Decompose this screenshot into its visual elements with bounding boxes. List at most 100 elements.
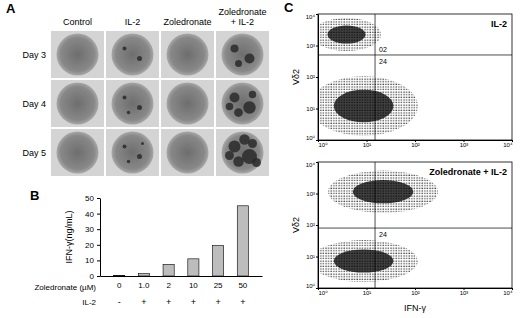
tick-label: 10³ <box>460 290 469 296</box>
cell-cluster <box>137 154 142 159</box>
cell-pellet <box>112 34 154 76</box>
tick-label: 10¹ <box>306 106 315 112</box>
bar <box>138 274 149 276</box>
tick-mark <box>316 140 318 141</box>
tick: 10³ <box>460 140 469 148</box>
tick-label: 10⁴ <box>503 142 513 148</box>
cell-cluster <box>127 160 131 164</box>
cell-cluster <box>234 108 243 117</box>
image-ground <box>51 129 104 176</box>
tick: 10⁰ <box>306 135 318 141</box>
cell-cluster <box>137 105 142 110</box>
tick-label: 10³ <box>306 191 315 197</box>
tick: 10 <box>85 256 100 265</box>
tick-label: 10¹ <box>363 290 372 296</box>
cell-cluster <box>123 47 127 51</box>
tick-mark <box>97 245 100 246</box>
quadrant-label: 24 <box>379 231 387 238</box>
image-ground <box>216 129 269 176</box>
micrograph <box>106 31 159 78</box>
axis-line <box>101 276 263 277</box>
tick: 10¹ <box>306 106 318 112</box>
tick-label: 10² <box>411 142 420 148</box>
axis-line <box>318 15 319 141</box>
micrograph <box>216 129 269 176</box>
micrograph <box>51 31 104 78</box>
cell-cluster <box>226 103 234 111</box>
cell-cluster <box>225 151 234 160</box>
tick: 10⁴ <box>503 288 513 296</box>
cell-cluster <box>233 156 244 167</box>
tick: 10³ <box>460 288 469 296</box>
tick-mark <box>316 14 318 15</box>
tick-mark <box>97 198 100 199</box>
cell-cloud <box>318 240 418 282</box>
cell-cluster <box>231 45 239 53</box>
tick-label: 10⁴ <box>503 290 513 296</box>
tick-mark <box>316 288 318 289</box>
tick: 50 <box>85 194 100 203</box>
tick-label: 10³ <box>306 43 315 49</box>
dot-plot <box>318 162 512 288</box>
tick: 10⁴ <box>306 162 318 168</box>
tick-label: 40 <box>85 210 94 219</box>
plot-frame <box>318 14 512 140</box>
axis-line <box>319 140 513 141</box>
plot-title: Zoledronate + IL-2 <box>429 167 507 177</box>
cell-cluster <box>127 111 131 115</box>
dot-plot <box>318 14 512 140</box>
tick-label: 50 <box>85 194 94 203</box>
axis-line <box>318 163 319 289</box>
il2-sign: - <box>118 297 121 307</box>
image-ground <box>216 80 269 127</box>
image-ground <box>51 80 104 127</box>
cell-cluster <box>123 145 127 149</box>
il2-sign: + <box>240 297 245 307</box>
panel-letter: A <box>6 1 16 16</box>
image-ground <box>51 31 104 78</box>
micrograph <box>216 80 269 127</box>
micrograph <box>51 80 104 127</box>
axis-title: Vδ2 <box>291 217 301 233</box>
cell-pellet <box>167 34 209 76</box>
row-label: Day 3 <box>22 50 46 60</box>
row-label: Day 5 <box>22 148 46 158</box>
cell-pellet <box>57 132 99 174</box>
tick-label: 1.0 <box>138 281 150 290</box>
tick-mark <box>316 109 318 110</box>
row-label: Zoledronate (µM) <box>34 283 96 292</box>
tick-mark <box>316 257 318 258</box>
il2-sign: + <box>166 297 171 307</box>
tick-mark <box>316 77 318 78</box>
tick-label: 10² <box>306 74 315 80</box>
x-axis: 10⁰10¹10²10³10⁴ <box>319 140 513 148</box>
y-axis: 10⁰10¹10²10³10⁴ <box>306 162 319 289</box>
cell-cluster <box>141 142 144 145</box>
bar <box>114 275 125 276</box>
tick: 30 <box>85 225 100 234</box>
tick-mark <box>316 225 318 226</box>
tick: 10³ <box>306 43 318 49</box>
bar <box>163 264 174 276</box>
panel-letter: C <box>284 0 294 15</box>
tick-mark <box>97 229 100 230</box>
cell-pellet <box>112 83 154 125</box>
tick-label: 10² <box>411 290 420 296</box>
cell-cluster <box>137 56 142 61</box>
label-patch <box>427 166 509 178</box>
row-label: Day 4 <box>22 99 46 109</box>
micrograph <box>216 31 269 78</box>
axis-title: Vδ2 <box>291 69 301 85</box>
cell-pellet <box>167 83 209 125</box>
tick-label: 2 <box>166 281 171 290</box>
micrograph <box>161 31 214 78</box>
bar <box>213 246 224 276</box>
tick: 10⁴ <box>503 140 513 148</box>
tick: 10⁰ <box>306 283 318 289</box>
tick-label: 25 <box>214 281 223 290</box>
micrograph <box>51 129 104 176</box>
cell-cluster <box>245 54 255 64</box>
column-label: Zoledronate <box>163 17 211 27</box>
image-ground <box>161 129 214 176</box>
tick: 10¹ <box>306 254 318 260</box>
